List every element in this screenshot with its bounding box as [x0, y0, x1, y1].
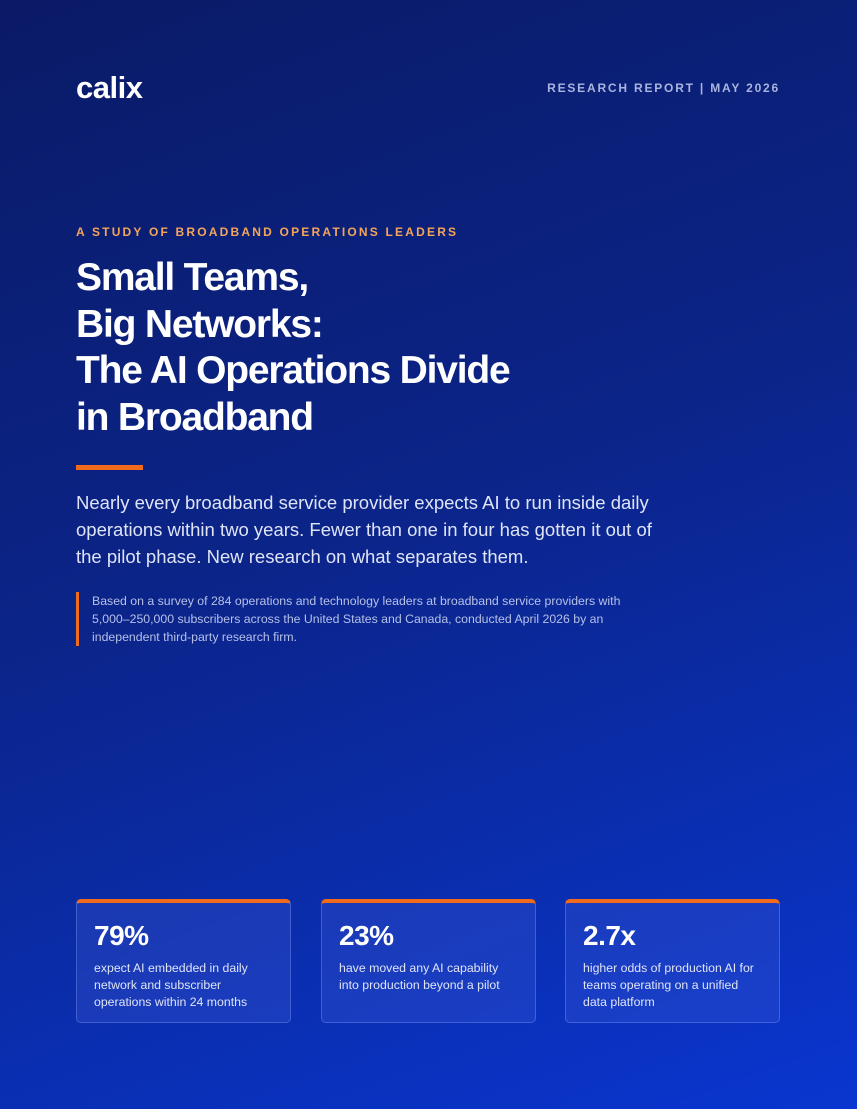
- stat-card: 23% have moved any AI capability into pr…: [321, 899, 536, 1023]
- stat-label: have moved any AI capability into produc…: [339, 961, 500, 992]
- title-line: Small Teams,: [76, 256, 309, 299]
- eyebrow: A STUDY OF BROADBAND OPERATIONS LEADERS: [76, 225, 459, 239]
- lead-paragraph: Nearly every broadband service provider …: [76, 492, 652, 567]
- accent-rule: [76, 465, 143, 470]
- method-note: Based on a survey of 284 operations and …: [76, 592, 652, 646]
- stat-card: 79% expect AI embedded in daily network …: [76, 899, 291, 1023]
- stat-label: higher odds of production AI for teams o…: [583, 961, 754, 1009]
- stat-card: 2.7x higher odds of production AI for te…: [565, 899, 780, 1023]
- title: Small Teams, Big Networks: The AI Operat…: [76, 255, 511, 441]
- stat-value: 2.7x: [583, 920, 636, 951]
- report-meta: RESEARCH REPORT | MAY 2026: [547, 81, 780, 95]
- stat-value: 23%: [339, 920, 394, 951]
- title-line: Big Networks:: [76, 302, 324, 346]
- logo: calix: [76, 70, 143, 105]
- stat-label: expect AI embedded in daily network and …: [94, 961, 248, 1009]
- title-line: in Broadband: [76, 395, 314, 439]
- title-line: The AI Operations Divide: [76, 349, 511, 392]
- stat-value: 79%: [94, 920, 149, 951]
